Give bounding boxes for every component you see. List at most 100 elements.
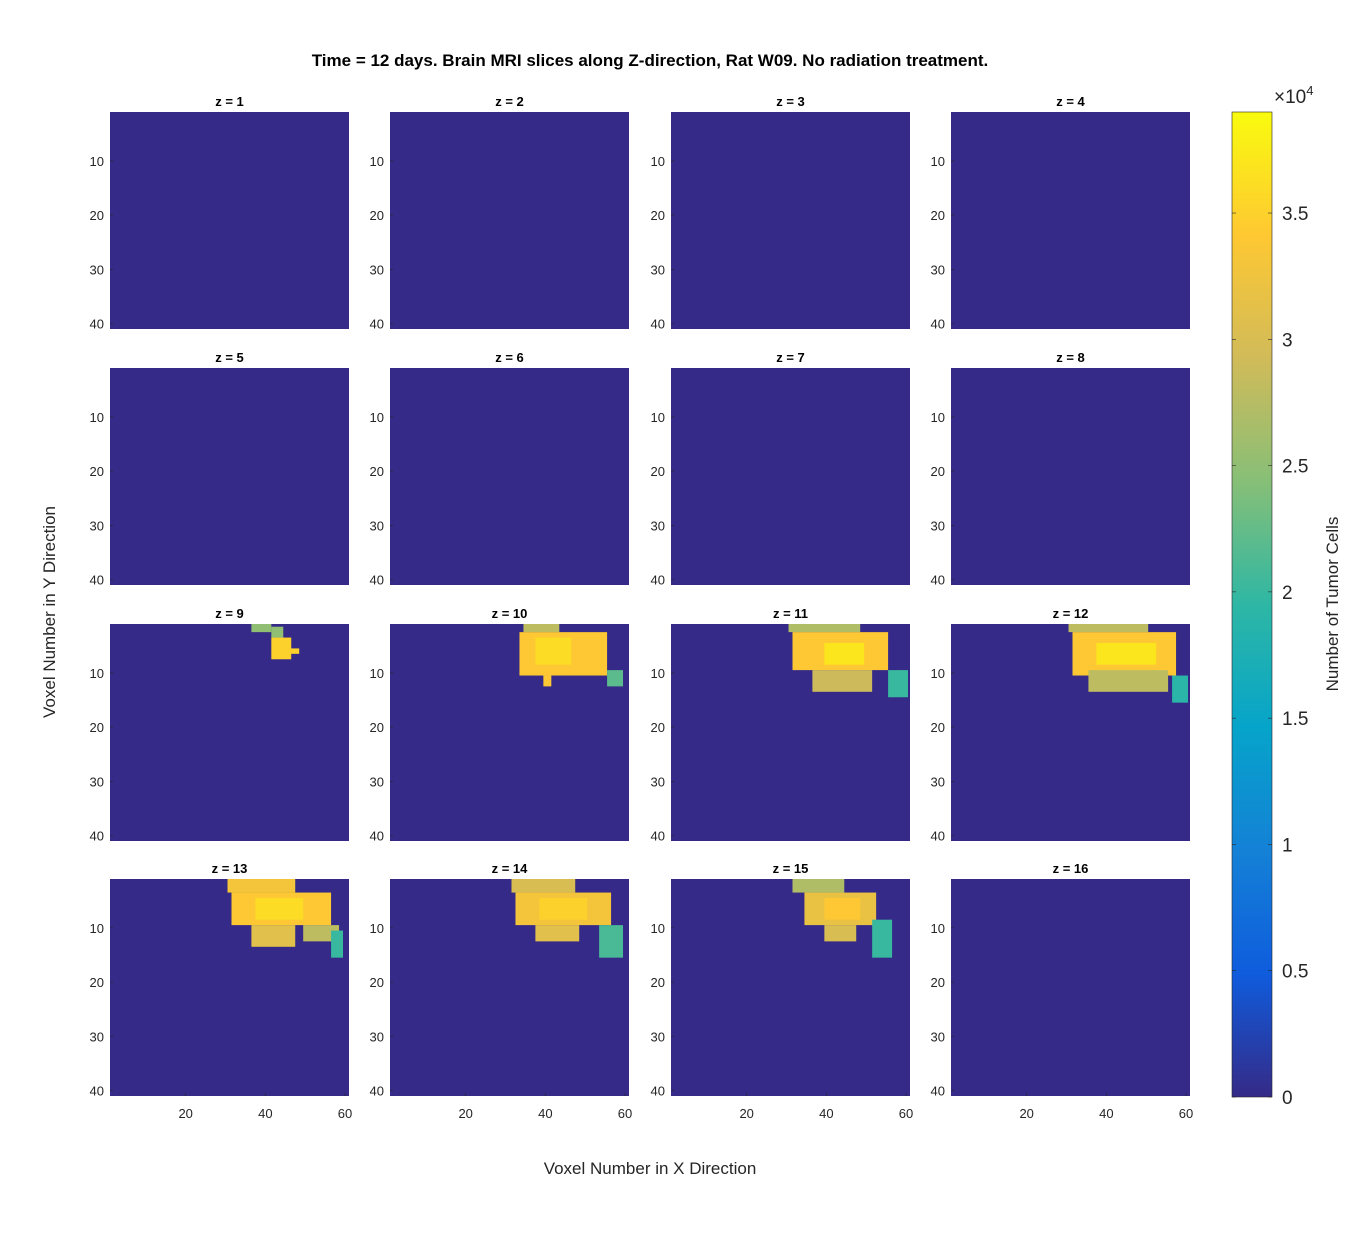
panel-title: z = 7: [776, 350, 805, 365]
panel-z15: z = 15 10 20 30 40 20 40 60: [651, 861, 914, 1121]
panel-title: z = 12: [1053, 606, 1089, 621]
panel-background: [951, 879, 1190, 1096]
panel-background: [110, 368, 349, 585]
y-tick-label: 30: [90, 1029, 104, 1044]
heatmap-cell-block: [872, 919, 893, 958]
y-tick-label: 10: [931, 921, 945, 936]
panel-z2: z = 2 10 20 30 40: [370, 94, 629, 332]
heatmap-cell-block: [1172, 675, 1189, 703]
panel-title: z = 2: [495, 94, 524, 109]
y-tick-label: 40: [90, 829, 104, 844]
heatmap-cell-block: [607, 670, 624, 687]
colorbar-tick-label: 3: [1282, 330, 1293, 351]
panel-title: z = 4: [1056, 94, 1085, 109]
y-tick-label: 40: [370, 829, 384, 844]
y-tick-label: 40: [931, 1084, 945, 1099]
y-tick-label: 10: [651, 410, 665, 425]
colorbar-tick-label: 0.5: [1282, 962, 1308, 983]
y-tick-label: 10: [931, 666, 945, 681]
colorbar-label: Number of Tumor Cells: [1323, 517, 1342, 692]
y-tick-label: 40: [651, 829, 665, 844]
chart-title: Time = 12 days. Brain MRI slices along Z…: [312, 51, 989, 70]
heatmap-cell-block: [539, 897, 588, 920]
colorbar-tick-label: 1.5: [1282, 709, 1308, 730]
heatmap-cell-block: [824, 642, 865, 665]
panel-background: [390, 112, 629, 329]
y-tick-label: 20: [651, 208, 665, 223]
heatmap-cell-block: [535, 637, 572, 665]
y-tick-label: 30: [370, 1029, 384, 1044]
y-tick-label: 30: [931, 518, 945, 533]
y-tick-label: 10: [90, 921, 104, 936]
heatmap-cell-block: [251, 925, 296, 947]
y-tick-label: 10: [370, 410, 384, 425]
panel-background: [671, 112, 910, 329]
panel-title: z = 9: [215, 606, 244, 621]
panel-background: [951, 112, 1190, 329]
heatmap-cell-block: [271, 637, 292, 660]
y-tick-label: 30: [931, 774, 945, 789]
y-tick-label: 10: [651, 154, 665, 169]
panel-title: z = 15: [773, 861, 809, 876]
y-tick-label: 20: [370, 720, 384, 735]
panel-z10: z = 10 10 20 30 40: [370, 606, 629, 844]
y-tick-label: 20: [651, 975, 665, 990]
y-tick-label: 10: [370, 154, 384, 169]
panel-z4: z = 4 10 20 30 40: [931, 94, 1190, 332]
heatmap-cell-block: [599, 925, 624, 958]
heatmap-cell-block: [251, 624, 272, 633]
panel-background: [951, 368, 1190, 585]
x-tick-label: 40: [538, 1106, 552, 1121]
panel-background: [671, 368, 910, 585]
y-tick-label: 20: [931, 208, 945, 223]
x-tick-label: 60: [899, 1106, 913, 1121]
y-tick-label: 40: [931, 829, 945, 844]
colorbar-tick-label: 2.5: [1282, 457, 1308, 478]
panel-z3: z = 3 10 20 30 40: [651, 94, 910, 332]
panel-title: z = 3: [776, 94, 805, 109]
y-tick-label: 20: [90, 720, 104, 735]
y-tick-label: 10: [370, 921, 384, 936]
y-tick-label: 10: [90, 666, 104, 681]
y-tick-label: 30: [370, 774, 384, 789]
y-tick-label: 10: [370, 666, 384, 681]
y-tick-label: 10: [931, 410, 945, 425]
y-tick-label: 20: [931, 464, 945, 479]
heatmap-cell-block: [824, 925, 857, 942]
y-tick-label: 30: [90, 518, 104, 533]
y-tick-label: 20: [370, 975, 384, 990]
heatmap-cell-block: [535, 925, 580, 942]
x-tick-label: 40: [258, 1106, 272, 1121]
y-tick-label: 40: [651, 1084, 665, 1099]
y-tick-label: 20: [651, 720, 665, 735]
x-tick-label: 60: [1179, 1106, 1193, 1121]
panel-z5: z = 5 10 20 30 40: [90, 350, 349, 588]
y-tick-label: 40: [370, 317, 384, 332]
y-tick-label: 10: [931, 154, 945, 169]
y-tick-label: 20: [370, 208, 384, 223]
y-tick-label: 20: [931, 720, 945, 735]
panel-z1: z = 1 10 20 30 40: [90, 94, 349, 332]
panel-title: z = 16: [1053, 861, 1089, 876]
panel-title: z = 8: [1056, 350, 1085, 365]
y-tick-label: 30: [931, 262, 945, 277]
colorbar-gradient: [1231, 111, 1273, 1098]
panel-z16: z = 16 10 20 30 40 20 40 60: [931, 861, 1194, 1121]
x-tick-label: 20: [739, 1106, 753, 1121]
y-tick-label: 40: [651, 317, 665, 332]
x-tick-label: 40: [1099, 1106, 1113, 1121]
y-axis-label: Voxel Number in Y Direction: [40, 506, 59, 718]
y-tick-label: 10: [90, 154, 104, 169]
y-tick-label: 40: [931, 573, 945, 588]
x-axis-label: Voxel Number in X Direction: [544, 1159, 757, 1178]
panel-title: z = 5: [215, 350, 244, 365]
heatmap-cell-block: [227, 879, 296, 893]
x-tick-label: 20: [1019, 1106, 1033, 1121]
panel-z6: z = 6 10 20 30 40: [370, 350, 629, 588]
y-tick-label: 10: [651, 921, 665, 936]
heatmap-cell-block: [1068, 624, 1149, 633]
panel-z12: z = 12 10 20 30 40: [931, 606, 1190, 844]
x-tick-label: 60: [338, 1106, 352, 1121]
panel-z7: z = 7 10 20 30 40: [651, 350, 910, 588]
